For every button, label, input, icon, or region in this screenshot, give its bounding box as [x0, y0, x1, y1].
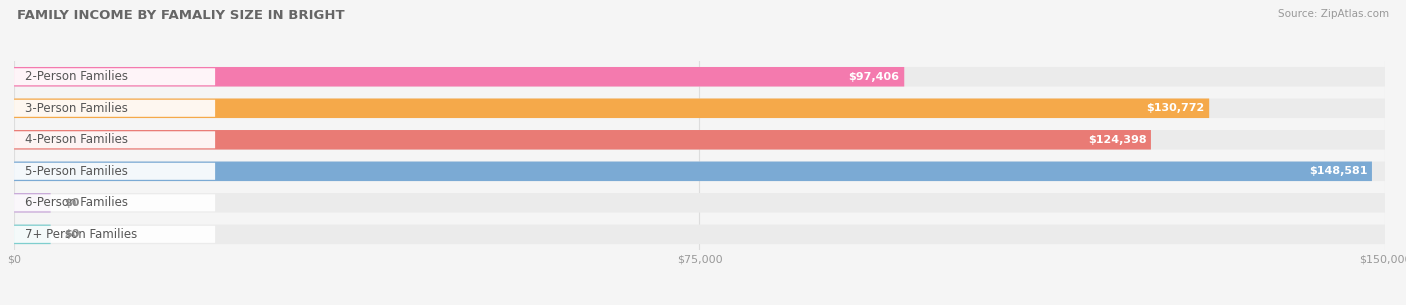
FancyBboxPatch shape: [14, 130, 1152, 149]
FancyBboxPatch shape: [14, 67, 904, 87]
Text: $130,772: $130,772: [1146, 103, 1205, 113]
FancyBboxPatch shape: [14, 226, 215, 243]
FancyBboxPatch shape: [14, 224, 1385, 244]
Text: 6-Person Families: 6-Person Families: [25, 196, 128, 209]
Text: 2-Person Families: 2-Person Families: [25, 70, 128, 83]
Text: 3-Person Families: 3-Person Families: [25, 102, 128, 115]
FancyBboxPatch shape: [14, 130, 1385, 149]
FancyBboxPatch shape: [14, 99, 1209, 118]
Text: 5-Person Families: 5-Person Families: [25, 165, 128, 178]
Text: FAMILY INCOME BY FAMALIY SIZE IN BRIGHT: FAMILY INCOME BY FAMALIY SIZE IN BRIGHT: [17, 9, 344, 22]
FancyBboxPatch shape: [14, 224, 51, 244]
FancyBboxPatch shape: [14, 67, 1385, 87]
FancyBboxPatch shape: [14, 162, 1385, 181]
FancyBboxPatch shape: [14, 193, 1385, 213]
Text: 7+ Person Families: 7+ Person Families: [25, 228, 138, 241]
Text: $0: $0: [65, 229, 80, 239]
FancyBboxPatch shape: [14, 193, 51, 213]
Text: $124,398: $124,398: [1088, 135, 1146, 145]
Text: $148,581: $148,581: [1309, 166, 1368, 176]
Text: $0: $0: [65, 198, 80, 208]
Text: $97,406: $97,406: [849, 72, 900, 82]
FancyBboxPatch shape: [14, 194, 215, 211]
FancyBboxPatch shape: [14, 100, 215, 117]
FancyBboxPatch shape: [14, 99, 1385, 118]
FancyBboxPatch shape: [14, 68, 215, 85]
FancyBboxPatch shape: [14, 162, 1372, 181]
Text: 4-Person Families: 4-Person Families: [25, 133, 128, 146]
Text: Source: ZipAtlas.com: Source: ZipAtlas.com: [1278, 9, 1389, 19]
FancyBboxPatch shape: [14, 163, 215, 180]
FancyBboxPatch shape: [14, 131, 215, 148]
